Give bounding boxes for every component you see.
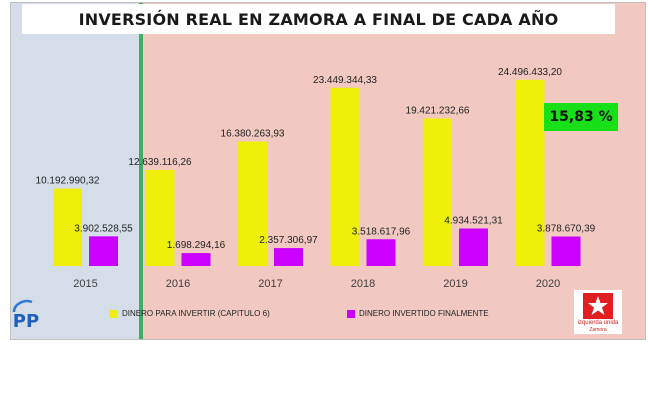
bar-value-label-budget: 19.421.232,66	[406, 105, 470, 116]
x-tick-label: 2015	[73, 278, 97, 290]
bar-invested	[89, 236, 118, 266]
bar-value-label-invested: 2.357.306,97	[259, 235, 318, 246]
iu-logo-subtitle: Zamora	[589, 327, 607, 333]
bar-value-label-invested: 3.518.617,96	[352, 226, 411, 237]
chart-title: INVERSIÓN REAL EN ZAMORA A FINAL DE CADA…	[78, 9, 559, 29]
bar-value-label-invested: 3.902.528,55	[74, 223, 133, 234]
legend-swatch-budget	[110, 309, 118, 318]
x-tick-label: 2018	[351, 278, 375, 290]
bar-budget	[515, 79, 545, 266]
pp-logo: PP	[12, 299, 39, 332]
x-tick-label: 2020	[536, 278, 560, 290]
bar-value-label-budget: 16.380.263,93	[221, 129, 285, 140]
period-divider-line	[139, 3, 143, 339]
period-background-right	[141, 3, 645, 339]
bar-budget	[145, 169, 175, 266]
x-tick-label: 2016	[166, 278, 190, 290]
bar-value-label-budget: 12.639.116,26	[128, 157, 192, 168]
iu-logo-name: izquierda unida	[577, 320, 619, 326]
legend-swatch-invested	[347, 309, 355, 318]
iu-star-icon	[583, 293, 613, 319]
bar-invested	[181, 253, 211, 266]
bar-value-label-budget: 10.192.990,32	[36, 176, 100, 187]
chart-frame	[10, 2, 646, 340]
bar-budget	[330, 87, 360, 267]
bar-budget	[53, 188, 82, 266]
bar-value-label-budget: 23.449.344,33	[313, 75, 377, 86]
bar-value-label-budget: 24.496.433,20	[498, 67, 562, 78]
legend-label-budget: DINERO PARA INVERTIR (CAPITULO 6)	[122, 309, 270, 318]
period-background-left	[11, 3, 141, 339]
x-tick-label: 2017	[258, 278, 282, 290]
x-tick-label: 2019	[443, 278, 467, 290]
bar-invested	[459, 228, 488, 266]
bar-budget	[423, 118, 452, 267]
bar-invested	[551, 236, 581, 266]
bar-value-label-invested: 1.698.294,16	[167, 240, 226, 251]
bar-value-label-invested: 3.878.670,39	[537, 224, 596, 235]
legend-item-budget: DINERO PARA INVERTIR (CAPITULO 6)	[110, 309, 270, 318]
percentage-badge: 15,83 %	[544, 103, 618, 131]
legend-item-invested: DINERO INVERTIDO FINALMENTE	[347, 309, 489, 318]
legend-label-invested: DINERO INVERTIDO FINALMENTE	[359, 309, 489, 318]
bar-invested	[274, 248, 303, 266]
percentage-badge-text: 15,83 %	[549, 109, 613, 125]
iu-logo: izquierda unida Zamora	[574, 290, 622, 334]
bar-invested	[366, 239, 396, 266]
svg-text:PP: PP	[13, 311, 39, 332]
title-box: INVERSIÓN REAL EN ZAMORA A FINAL DE CADA…	[22, 4, 615, 34]
bar-value-label-invested: 4.934.521,31	[444, 215, 503, 226]
bar-budget	[238, 141, 267, 266]
